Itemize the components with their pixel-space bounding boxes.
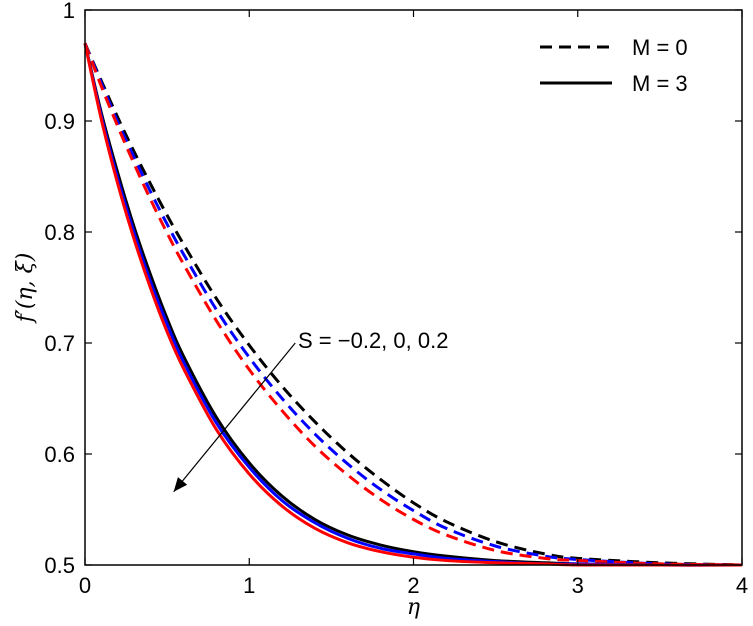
series-line-m0-s0p2 — [83, 42, 743, 567]
y-tick-label: 1 — [63, 0, 75, 23]
annotation-arrowhead — [173, 477, 188, 492]
x-axis-label: η — [407, 595, 420, 620]
series-layer — [83, 42, 743, 567]
annotation-arrow — [173, 342, 296, 493]
y-axis-label: f′(η, ξ) — [13, 253, 38, 325]
y-tick-label: 0.8 — [44, 220, 75, 245]
series-line-m0-sneg0p2 — [83, 42, 743, 567]
legend: M = 0 M = 3 — [540, 35, 688, 96]
x-tick-label: 1 — [243, 573, 255, 598]
y-tick-label: 0.7 — [44, 331, 75, 356]
series-line-m3-s0 — [83, 42, 743, 567]
legend-label-m0: M = 0 — [632, 35, 688, 60]
x-tick-label: 0 — [79, 573, 91, 598]
y-tick-label: 0.6 — [44, 442, 75, 467]
x-tick-label: 2 — [407, 573, 419, 598]
legend-label-m3: M = 3 — [632, 71, 688, 96]
ticks-layer: 0 1 2 3 4 0.5 0.6 0.7 0.8 0.9 1 — [44, 0, 748, 598]
annotation-text: S = −0.2, 0, 0.2 — [298, 328, 448, 353]
y-tick-label: 0.5 — [44, 553, 75, 578]
y-tick-label: 0.9 — [44, 109, 75, 134]
x-tick-label: 4 — [736, 573, 748, 598]
series-line-m3-sneg0p2 — [83, 42, 743, 567]
x-tick-label: 3 — [572, 573, 584, 598]
series-line-m3-s0p2 — [83, 42, 742, 567]
annotation: S = −0.2, 0, 0.2 — [173, 328, 448, 493]
series-line-m0-s0 — [83, 42, 743, 567]
